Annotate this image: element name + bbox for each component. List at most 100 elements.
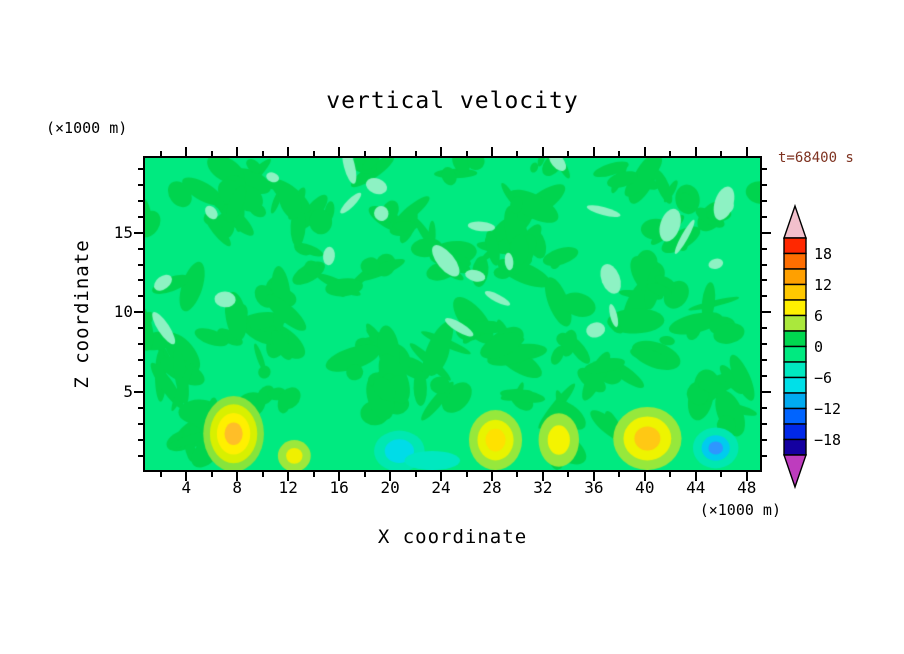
z-tick-mark bbox=[762, 391, 767, 394]
x-tick-mark bbox=[618, 472, 621, 477]
z-tick-mark bbox=[762, 327, 767, 330]
x-tick-mark bbox=[643, 147, 646, 156]
x-tick-label: 8 bbox=[232, 478, 243, 497]
colorbar-label: −6 bbox=[814, 369, 832, 387]
x-tick-label: 4 bbox=[181, 478, 192, 497]
x-tick-mark bbox=[592, 472, 595, 481]
chart-title: vertical velocity bbox=[326, 88, 579, 114]
z-tick-mark bbox=[134, 311, 143, 314]
z-tick-mark bbox=[762, 263, 767, 266]
z-tick-mark bbox=[762, 311, 771, 314]
x-tick-mark bbox=[261, 472, 264, 477]
z-tick-mark bbox=[762, 167, 767, 170]
x-tick-mark bbox=[185, 472, 188, 481]
x-tick-mark bbox=[236, 147, 239, 156]
colorbar-label: −18 bbox=[814, 431, 841, 449]
colorbar-cell bbox=[783, 392, 807, 410]
x-tick-label: 12 bbox=[278, 478, 298, 497]
colorbar-cell bbox=[783, 438, 807, 456]
x-tick-mark bbox=[541, 147, 544, 156]
colorbar-label: 6 bbox=[814, 307, 823, 325]
x-tick-mark bbox=[490, 472, 493, 481]
colorbar-label: 18 bbox=[814, 245, 832, 263]
x-tick-mark bbox=[541, 472, 544, 477]
z-tick-mark bbox=[762, 423, 767, 426]
z-tick-mark bbox=[762, 183, 767, 186]
x-tick-mark bbox=[643, 472, 646, 477]
x-tick-label: 20 bbox=[380, 478, 400, 497]
z-tick-mark bbox=[762, 375, 767, 378]
x-tick-mark bbox=[643, 472, 646, 481]
x-tick-label: 28 bbox=[482, 478, 502, 497]
z-tick-mark bbox=[762, 295, 767, 298]
z-axis-unit-label: (×1000 m) bbox=[46, 119, 128, 137]
z-tick-mark bbox=[762, 343, 767, 346]
z-tick-mark bbox=[762, 311, 767, 314]
x-tick-mark bbox=[312, 472, 315, 477]
x-tick-mark bbox=[185, 147, 188, 156]
colorbar-cell bbox=[783, 345, 807, 363]
x-axis-title: X coordinate bbox=[377, 526, 528, 548]
colorbar-cell bbox=[783, 361, 807, 379]
x-tick-mark bbox=[338, 472, 341, 477]
colorbar-cell bbox=[783, 283, 807, 301]
x-tick-mark bbox=[236, 472, 239, 477]
z-tick-mark bbox=[762, 407, 767, 410]
x-tick-mark bbox=[516, 472, 519, 477]
x-tick-label: 44 bbox=[686, 478, 706, 497]
x-tick-label: 16 bbox=[329, 478, 349, 497]
x-tick-label: 32 bbox=[533, 478, 553, 497]
colorbar-label: −12 bbox=[814, 400, 841, 418]
x-tick-mark bbox=[159, 472, 162, 477]
x-tick-mark bbox=[745, 472, 748, 481]
colorbar-label: 0 bbox=[814, 338, 823, 356]
x-tick-mark bbox=[567, 472, 570, 477]
colorbar: 18 12 6 0 −6 −12 −18 bbox=[783, 203, 841, 490]
x-tick-mark bbox=[414, 472, 417, 477]
colorbar-cell bbox=[783, 330, 807, 348]
time-annotation: t=68400 s bbox=[778, 150, 854, 166]
colorbar-cell bbox=[783, 268, 807, 286]
colorbar-cell bbox=[783, 314, 807, 332]
x-tick-mark bbox=[694, 472, 697, 477]
z-tick-mark bbox=[762, 439, 767, 442]
z-tick-mark bbox=[762, 279, 767, 282]
colorbar-cell bbox=[783, 407, 807, 425]
colorbar-cell bbox=[783, 376, 807, 394]
z-tick-mark bbox=[762, 247, 767, 250]
x-tick-mark bbox=[389, 472, 392, 481]
x-axis-unit-label: (×1000 m) bbox=[699, 501, 781, 519]
z-tick-mark bbox=[134, 231, 143, 234]
z-tick-label: 10 bbox=[113, 302, 133, 322]
x-tick-mark bbox=[745, 147, 748, 156]
z-tick-mark bbox=[762, 231, 767, 234]
x-tick-mark bbox=[210, 472, 213, 477]
colorbar-label: 12 bbox=[814, 276, 832, 294]
x-tick-mark bbox=[669, 472, 672, 477]
z-tick-mark bbox=[762, 359, 767, 362]
colorbar-cell bbox=[783, 299, 807, 317]
colorbar-arrow-top bbox=[783, 203, 807, 239]
z-tick-mark bbox=[134, 391, 143, 394]
x-tick-mark bbox=[592, 472, 595, 477]
plot-area bbox=[143, 156, 762, 472]
x-tick-mark bbox=[440, 472, 443, 477]
x-tick-mark bbox=[287, 147, 290, 156]
colorbar-cell bbox=[783, 423, 807, 441]
x-tick-mark bbox=[745, 472, 748, 477]
x-tick-mark bbox=[541, 472, 544, 481]
x-tick-mark bbox=[338, 472, 341, 481]
colorbar-cell bbox=[783, 252, 807, 270]
x-tick-mark bbox=[389, 147, 392, 156]
x-tick-mark bbox=[694, 472, 697, 481]
x-tick-label: 36 bbox=[584, 478, 604, 497]
z-axis-title: Z coordinate bbox=[71, 239, 93, 389]
contour-field-canvas bbox=[145, 158, 760, 470]
x-tick-mark bbox=[185, 472, 188, 477]
x-tick-label: 40 bbox=[635, 478, 655, 497]
x-tick-mark bbox=[490, 472, 493, 477]
x-tick-mark bbox=[236, 472, 239, 481]
x-tick-label: 24 bbox=[431, 478, 451, 497]
x-tick-mark bbox=[338, 147, 341, 156]
